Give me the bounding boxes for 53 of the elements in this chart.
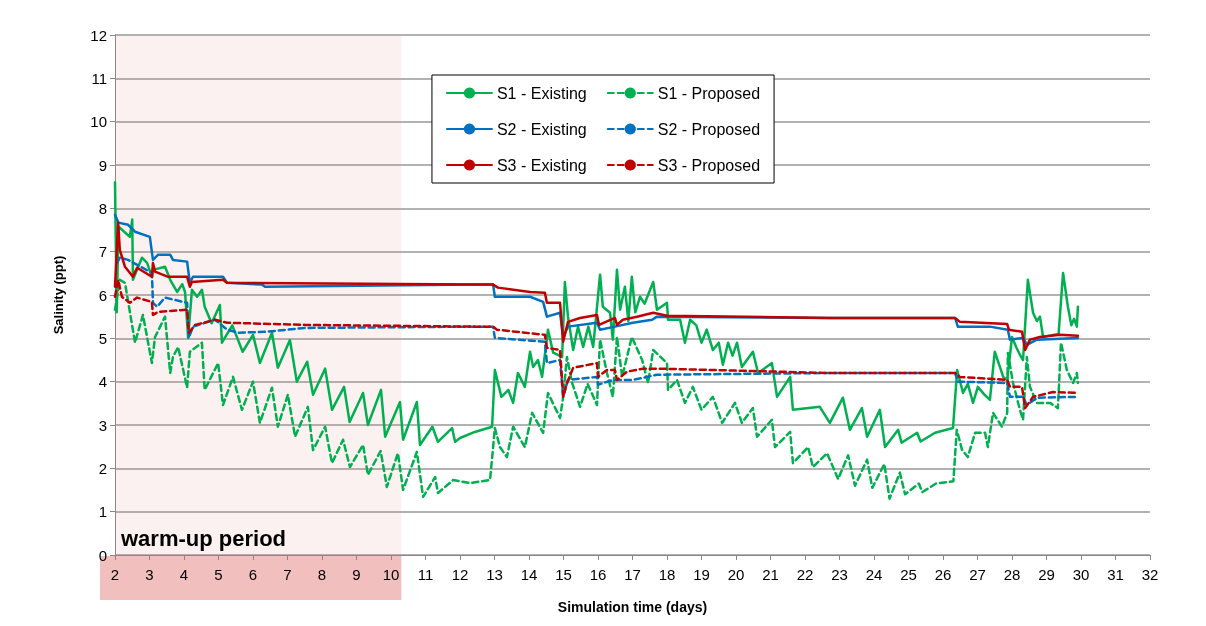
x-tick-label: 18 — [658, 566, 676, 583]
x-tick-label: 30 — [1072, 566, 1090, 583]
y-tick-label: 10 — [90, 113, 107, 131]
y-tick-label: 11 — [91, 69, 107, 87]
legend-label: S1 - Proposed — [657, 84, 761, 102]
x-tick-label: 6 — [248, 566, 258, 583]
y-tick-label: 2 — [98, 459, 107, 477]
x-tick-label: 12 — [451, 566, 469, 583]
legend-label: S3 - Proposed — [657, 156, 761, 174]
x-tick-label: 7 — [283, 566, 292, 583]
x-tick-label: 29 — [1038, 566, 1055, 583]
x-tick-label: 31 — [1107, 566, 1124, 583]
y-tick-label: 3 — [98, 416, 107, 434]
x-tick-label: 13 — [486, 566, 503, 583]
x-tick-label: 23 — [831, 566, 848, 583]
y-axis-title: Salinity (ppt) — [51, 255, 66, 335]
x-tick-label: 26 — [934, 566, 952, 583]
x-tick-label: 3 — [145, 566, 154, 583]
y-tick-label: 0 — [98, 546, 107, 564]
legend-label: S1 - Existing — [496, 84, 587, 102]
x-tick-label: 22 — [796, 566, 814, 583]
x-tick-label: 11 — [417, 566, 434, 583]
x-tick-label: 9 — [352, 566, 361, 583]
x-tick-label: 20 — [727, 566, 745, 583]
x-tick-label: 25 — [900, 566, 917, 583]
x-tick-label: 32 — [1141, 566, 1159, 583]
legend-label: S2 - Proposed — [657, 120, 761, 138]
y-tick-label: 8 — [98, 199, 107, 217]
y-tick-label: 12 — [90, 26, 107, 44]
x-tick-label: 19 — [693, 566, 710, 583]
x-tick-label: 2 — [110, 566, 120, 583]
y-tick-label: 1 — [98, 503, 107, 521]
x-tick-label: 17 — [624, 566, 641, 583]
x-tick-label: 4 — [179, 566, 189, 583]
x-tick-label: 21 — [762, 566, 779, 583]
x-axis-title: Simulation time (days) — [557, 599, 708, 615]
y-tick-label: 7 — [98, 243, 107, 261]
x-tick-label: 16 — [589, 566, 607, 583]
y-tick-label: 5 — [98, 329, 107, 347]
legend-label: S2 - Existing — [496, 120, 587, 138]
x-tick-label: 14 — [520, 566, 538, 583]
band-label: warm-up period — [120, 525, 287, 551]
x-tick-label: 24 — [865, 566, 883, 583]
x-tick-label: 8 — [317, 566, 327, 583]
x-tick-label: 15 — [555, 566, 572, 583]
x-tick-label: 27 — [969, 566, 986, 583]
y-tick-label: 6 — [98, 286, 107, 304]
x-tick-label: 5 — [214, 566, 223, 583]
legend-label: S3 - Existing — [496, 156, 587, 174]
y-tick-label: 4 — [98, 373, 107, 391]
x-tick-label: 10 — [382, 566, 400, 583]
y-tick-label: 9 — [98, 156, 107, 174]
x-tick-label: 28 — [1003, 566, 1021, 583]
